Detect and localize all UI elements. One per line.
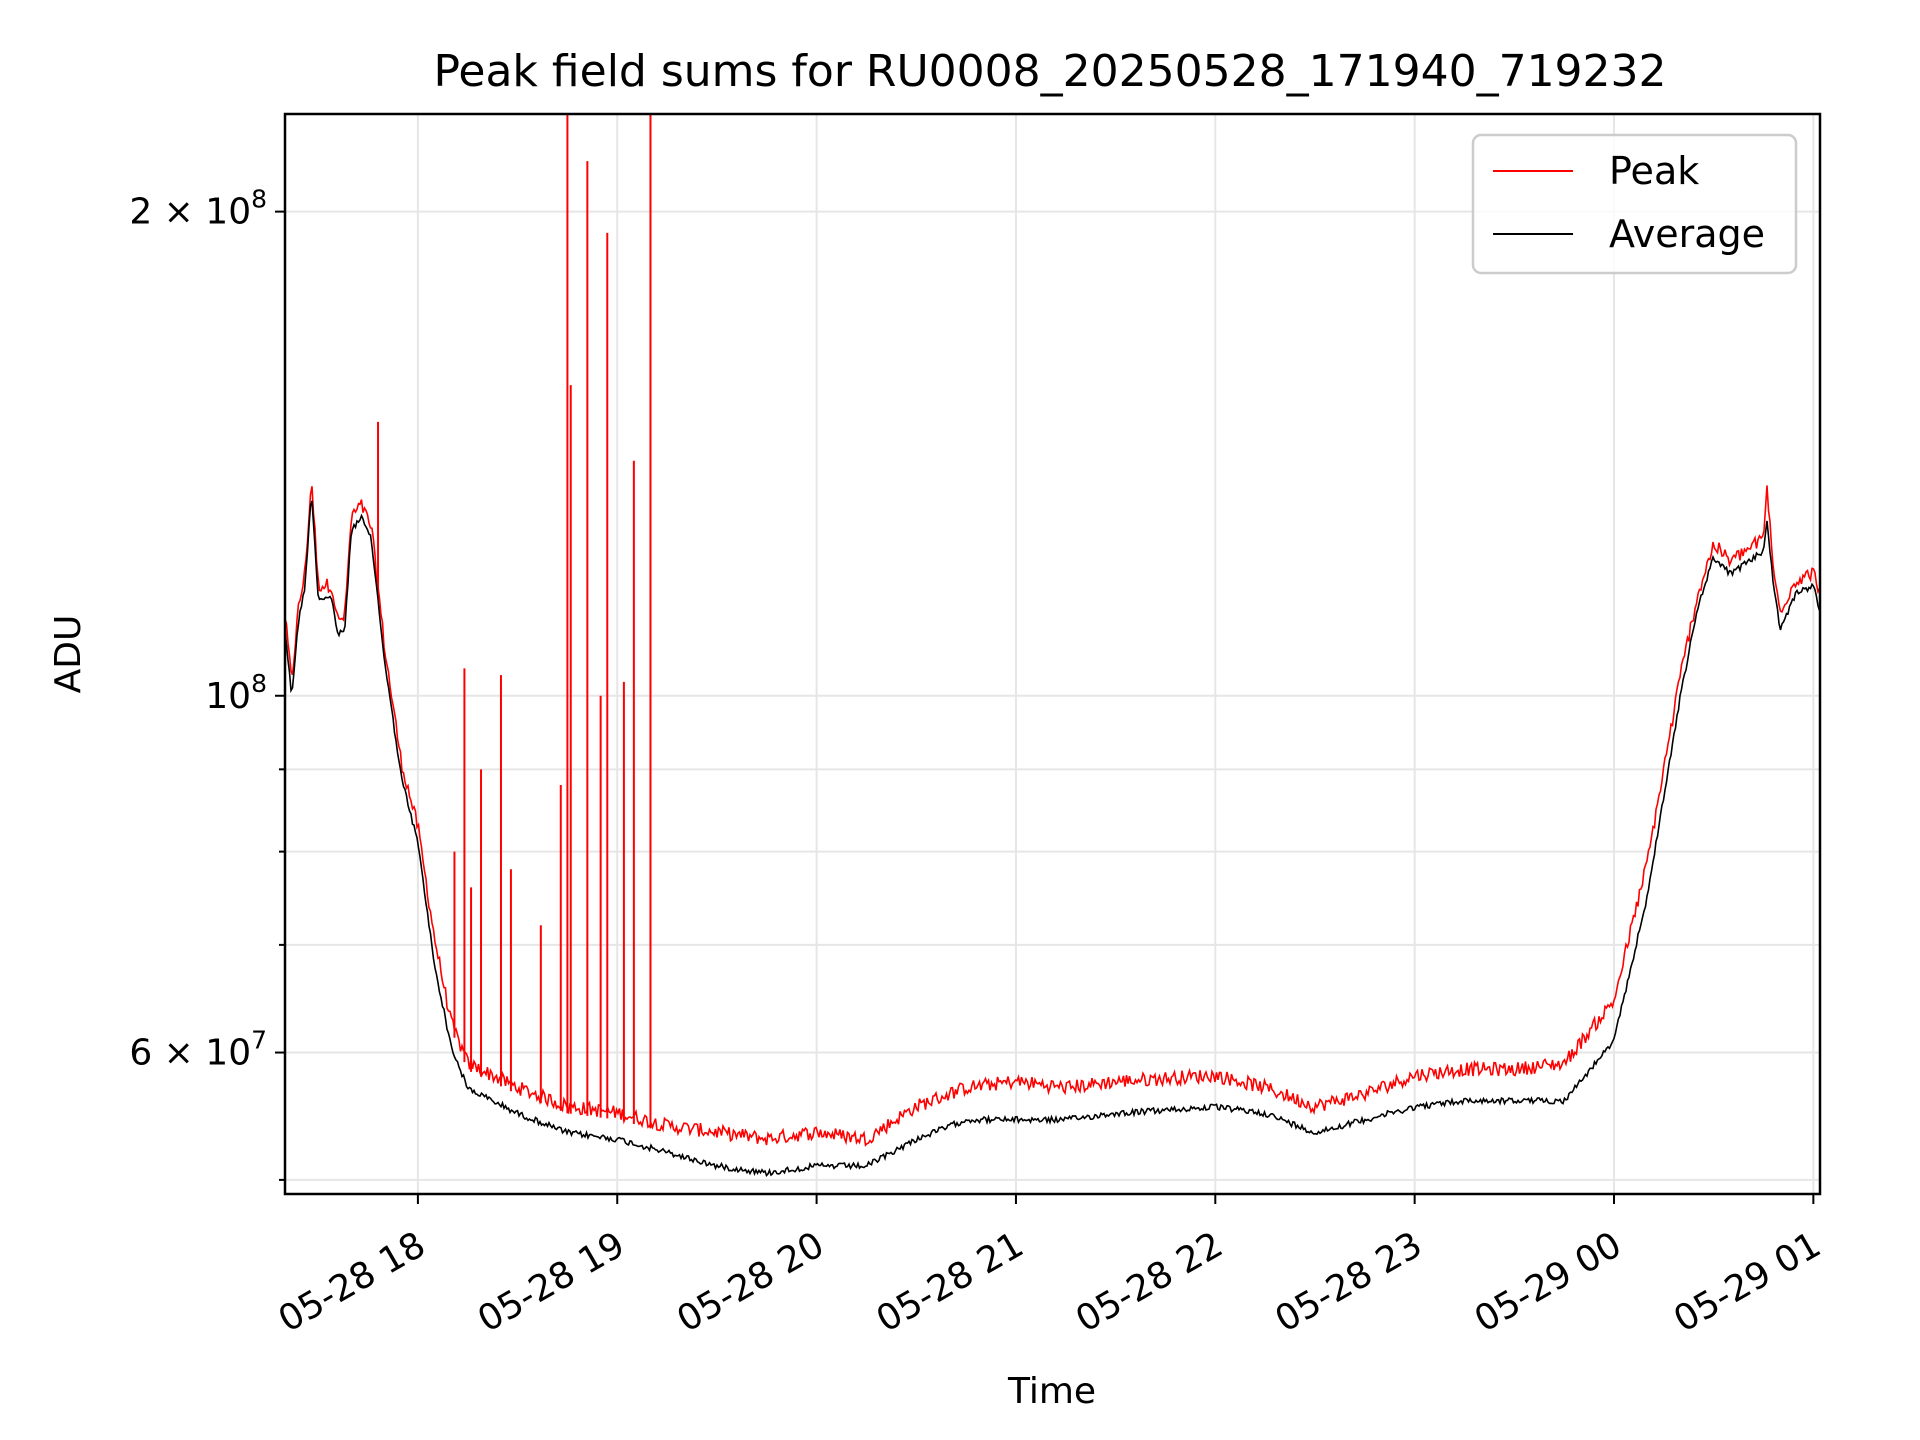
x-axis-label: Time bbox=[1007, 1371, 1096, 1412]
series-line-average bbox=[284, 500, 1821, 1178]
plot-frame bbox=[283, 112, 1822, 1196]
legend-box bbox=[1471, 133, 1798, 275]
legend-label-average: Average bbox=[1609, 212, 1765, 256]
legend: Peak Average bbox=[1471, 133, 1798, 275]
y-tick-label: 6 × 107 bbox=[129, 1026, 267, 1074]
series-layer bbox=[284, 114, 1821, 1178]
y-tick-label: 2 × 108 bbox=[129, 185, 267, 233]
y-tick-label: 108 bbox=[205, 669, 267, 717]
chart-title: Peak field sums for RU0008_20250528_1719… bbox=[433, 46, 1666, 97]
y-axis-label: ADU bbox=[48, 615, 89, 694]
legend-label-peak: Peak bbox=[1609, 149, 1699, 193]
